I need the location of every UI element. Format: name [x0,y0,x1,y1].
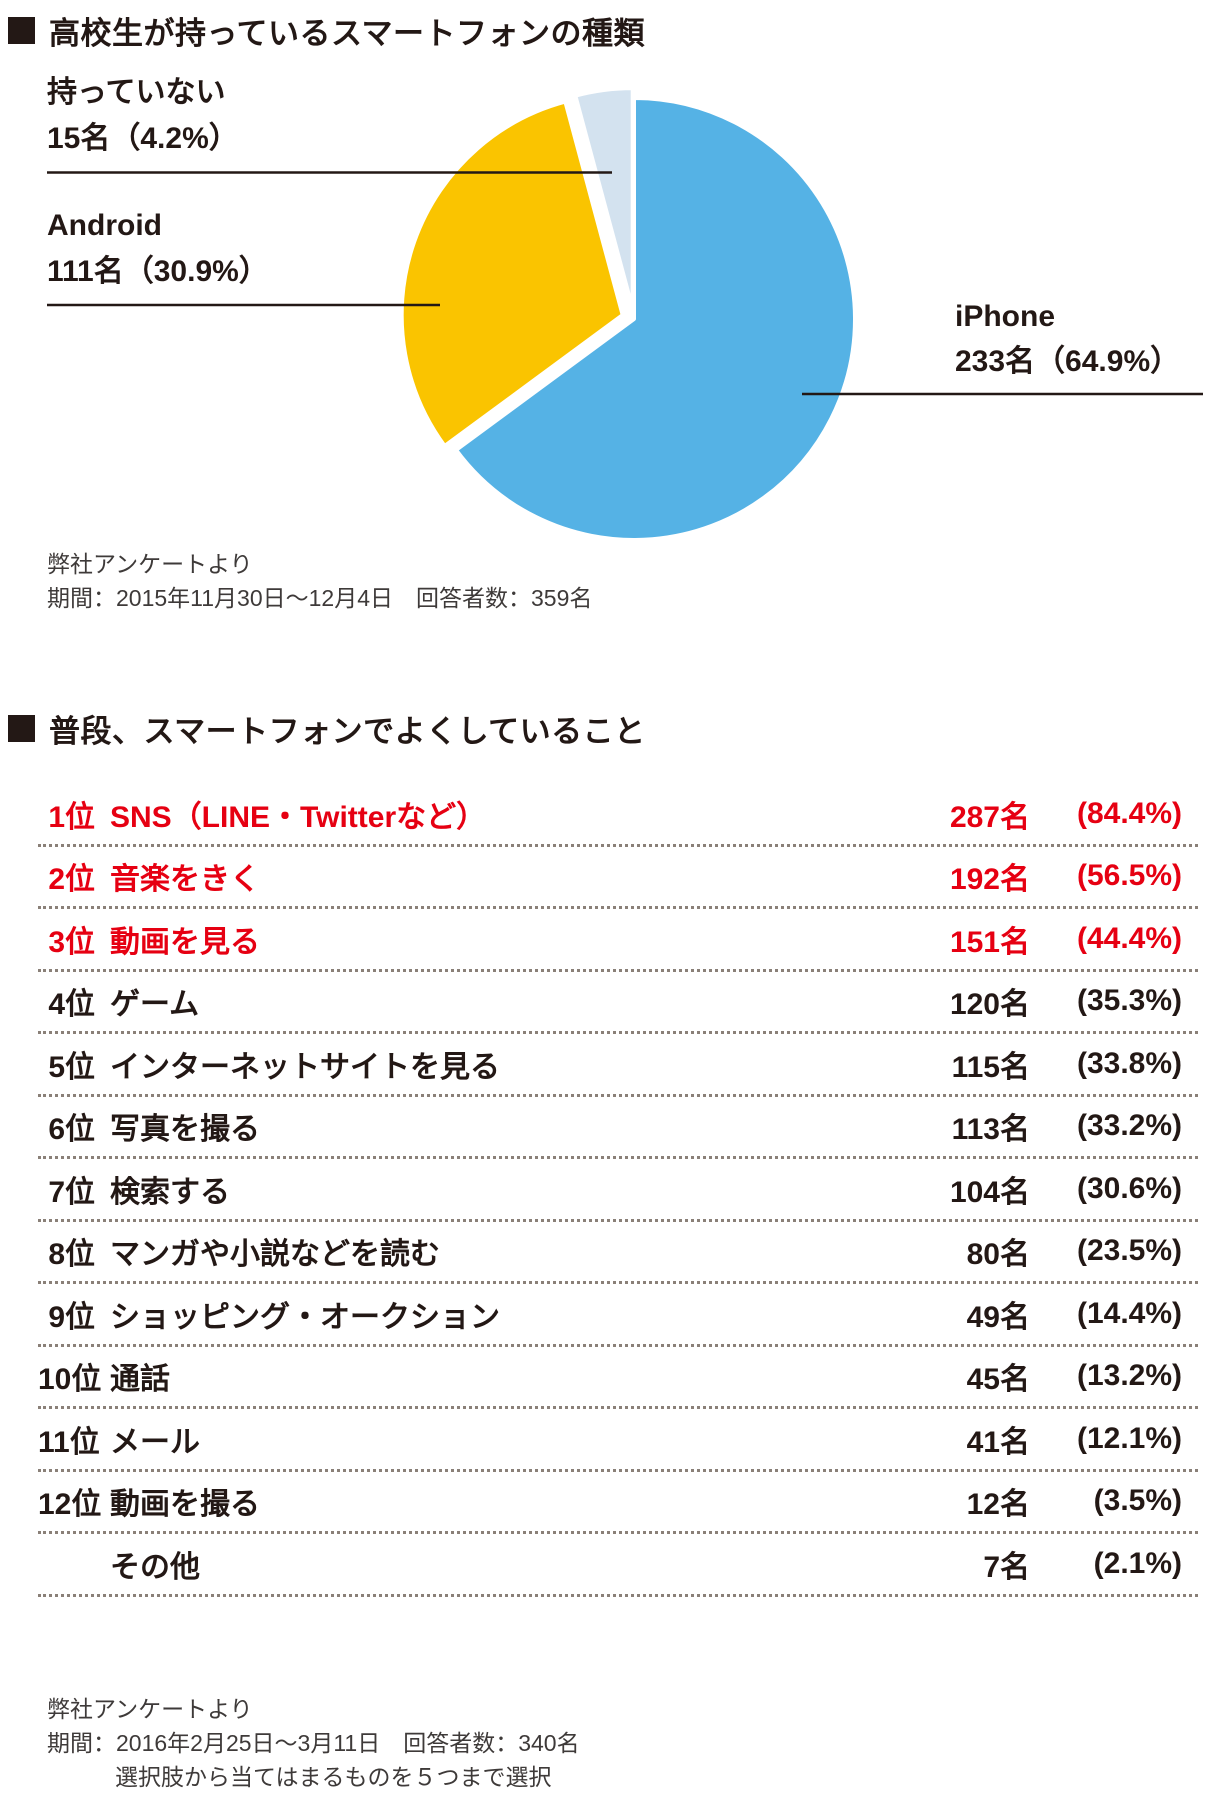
percent-cell: (30.6%) [1076,1171,1182,1205]
rank-cell: 8位 [48,1238,95,1272]
count-cell: 120名 [949,988,1030,1022]
activity-cell: 検索する [110,1175,230,1209]
percent-cell: (3.5%) [1093,1484,1182,1518]
rank-cell: 6位 [48,1113,95,1147]
pie-source-note: 弊社アンケートより 期間：2015年11月30日〜12月4日 回答者数：359名 [47,547,592,615]
count-cell: 7名 [983,1550,1030,1584]
pie-label-android-value: 111名（30.9%） [47,255,269,288]
table-row: 2位 音楽をきく 192名 (56.5%) [38,847,1198,909]
percent-cell: (35.3%) [1076,984,1182,1018]
title-square-bullet-icon [8,17,35,44]
table-row: 9位 ショッピング・オークション 49名 (14.4%) [38,1284,1198,1347]
pie-slice-持っていない [573,86,635,312]
rank-cell: 4位 [48,988,95,1022]
ranking-source-line1: 弊社アンケートより [47,1696,253,1722]
pie-label-iphone: iPhone 233名（64.9%） [955,294,1180,384]
activity-cell: マンガや小説などを読む [110,1238,440,1272]
ranking-section-title: 普段、スマートフォンでよくしていること [8,706,646,751]
activity-cell: ゲーム [110,988,200,1022]
ranking-section-title-text: 普段、スマートフォンでよくしていること [49,714,646,749]
percent-cell: (2.1%) [1093,1546,1182,1580]
rank-cell: 3位 [48,925,95,959]
percent-cell: (12.1%) [1076,1421,1182,1455]
pie-label-none-name: 持っていない [47,76,226,109]
rank-cell: 12位 [38,1488,102,1522]
table-row: 10位 通話 45名 (13.2%) [38,1347,1198,1409]
percent-cell: (84.4%) [1076,796,1182,830]
table-row: 6位 写真を撮る 113名 (33.2%) [38,1097,1198,1159]
activity-cell: 動画を撮る [110,1488,260,1522]
activity-cell: 音楽をきく [110,863,260,897]
rank-cell: 7位 [48,1175,95,1209]
pie-source-line2: 期間：2015年11月30日〜12月4日 回答者数：359名 [47,585,593,611]
count-cell: 151名 [949,925,1030,959]
count-cell: 113名 [951,1113,1030,1147]
ranking-source-line3: 選択肢から当てはまるものを５つまで選択 [115,1764,552,1790]
rank-cell: 11位 [38,1425,100,1459]
rank-cell: 1位 [48,800,95,834]
activity-cell: ショッピング・オークション [110,1300,500,1334]
smartphone-type-pie-chart [47,86,1203,542]
title-square-bullet-icon [8,715,35,742]
activity-ranking-table: 1位 SNS（LINE・Twitterなど） 287名 (84.4%) 2位 音… [38,784,1198,1597]
count-cell: 49名 [966,1300,1030,1334]
pie-label-iphone-value: 233名（64.9%） [955,345,1181,378]
percent-cell: (44.4%) [1076,921,1182,955]
count-cell: 41名 [966,1425,1030,1459]
table-row: 12位 動画を撮る 12名 (3.5%) [38,1472,1198,1534]
activity-cell: 動画を見る [110,925,260,959]
rank-cell: 5位 [48,1050,95,1084]
ranking-source-line2: 期間：2016年2月25日〜3月11日 回答者数：340名 [47,1730,580,1756]
table-row: 4位 ゲーム 120名 (35.3%) [38,972,1198,1034]
pie-section-title-text: 高校生が持っているスマートフォンの種類 [49,16,646,51]
count-cell: 80名 [966,1238,1030,1272]
pie-slice-Android [399,99,625,449]
activity-cell: インターネットサイトを見る [110,1050,500,1084]
count-cell: 104名 [949,1175,1030,1209]
percent-cell: (23.5%) [1076,1234,1182,1268]
table-row: 5位 インターネットサイトを見る 115名 (33.8%) [38,1034,1198,1097]
percent-cell: (33.8%) [1076,1046,1182,1080]
table-row: 7位 検索する 104名 (30.6%) [38,1159,1198,1222]
count-cell: 45名 [966,1363,1030,1397]
rank-cell: 10位 [38,1363,102,1397]
percent-cell: (13.2%) [1076,1359,1182,1393]
pie-source-line1: 弊社アンケートより [47,551,253,577]
table-row: 11位 メール 41名 (12.1%) [38,1409,1198,1472]
percent-cell: (33.2%) [1076,1109,1182,1143]
pie-label-none-value: 15名（4.2%） [47,122,239,155]
activity-cell: 写真を撮る [110,1113,260,1147]
table-row: 1位 SNS（LINE・Twitterなど） 287名 (84.4%) [38,784,1198,847]
rank-cell: 9位 [48,1300,95,1334]
table-row: 8位 マンガや小説などを読む 80名 (23.5%) [38,1222,1198,1284]
count-cell: 192名 [949,863,1030,897]
count-cell: 115名 [951,1050,1030,1084]
count-cell: 12名 [966,1488,1030,1522]
ranking-source-note: 弊社アンケートより 期間：2016年2月25日〜3月11日 回答者数：340名 … [47,1692,580,1794]
activity-cell: その他 [110,1550,200,1584]
pie-label-android-name: Android [47,209,162,242]
activity-cell: メール [110,1425,200,1459]
table-row: 3位 動画を見る 151名 (44.4%) [38,909,1198,972]
table-row: その他 7名 (2.1%) [38,1534,1198,1597]
percent-cell: (14.4%) [1076,1296,1182,1330]
activity-cell: SNS（LINE・Twitterなど） [110,800,487,834]
count-cell: 287名 [949,800,1030,834]
activity-cell: 通話 [110,1363,170,1397]
pie-slices [399,86,858,542]
pie-slice-iPhone [454,96,858,542]
rank-cell: 2位 [48,863,95,897]
pie-section-title: 高校生が持っているスマートフォンの種類 [8,8,645,53]
pie-label-iphone-name: iPhone [955,300,1056,333]
percent-cell: (56.5%) [1076,859,1182,893]
pie-label-none: 持っていない 15名（4.2%） [47,70,239,162]
pie-label-android: Android 111名（30.9%） [47,203,269,295]
